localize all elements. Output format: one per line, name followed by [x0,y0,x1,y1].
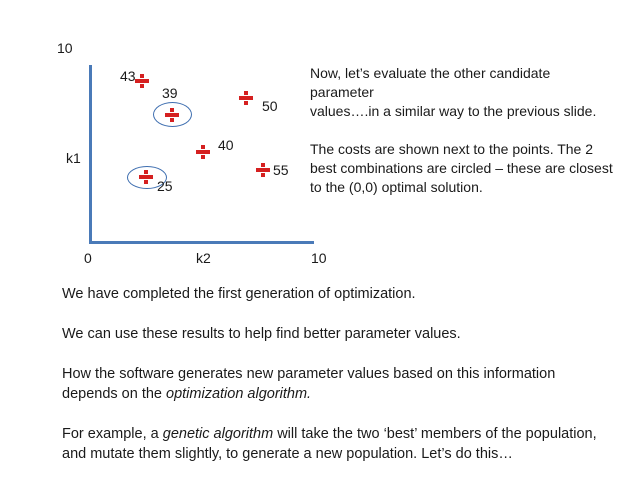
paragraph-example-line2: and mutate them slightly, to generate a … [62,446,513,462]
data-point-marker [139,170,153,184]
paragraph-example-line1: For example, a genetic algorithm will ta… [62,424,632,444]
emphasis-genetic-algorithm: genetic algorithm [162,426,274,442]
point-cost-label: 50 [262,98,278,114]
text-segment: For example, a [62,426,163,442]
text-segment: will take the two ‘best’ members of the … [273,426,597,442]
note-line: best combinations are circled – these ar… [310,160,613,176]
note-line: to the (0,0) optimal solution. [310,179,483,195]
point-cost-label: 40 [218,137,234,153]
x-axis-origin-label: 0 [84,250,92,266]
data-point-marker [165,108,179,122]
emphasis-optimization-algorithm: optimization algorithm. [166,386,312,402]
data-point-marker [239,91,253,105]
best-point-circle [127,166,167,189]
plot-explanation: Now, let’s evaluate the other candidate … [310,64,630,197]
point-cost-label: 43 [120,68,136,84]
note-line: Now, let’s evaluate the other candidate [310,65,551,81]
data-point-marker [256,163,270,177]
x-axis [89,241,314,244]
paragraph-generation-complete: We have completed the first generation o… [62,286,416,302]
note-line: parameter [310,84,374,100]
y-axis-max-label: 10 [57,40,73,56]
note-line: values….in a similar way to the previous… [310,103,597,119]
point-cost-label: 39 [162,85,178,101]
text-segment: depends on the [62,386,167,402]
paragraph-software-line1: How the software generates new parameter… [62,366,556,382]
y-axis-title: k1 [66,150,81,166]
point-cost-label: 25 [157,178,173,194]
x-axis-title: k2 [196,250,211,266]
paragraph-use-results: We can use these results to help find be… [62,326,461,342]
data-point-marker [196,145,210,159]
y-axis [89,65,92,244]
data-point-marker [135,74,149,88]
note-line: The costs are shown next to the points. … [310,141,594,157]
best-point-circle [153,102,192,127]
x-axis-max-label: 10 [311,250,327,266]
paragraph-software-line2: depends on the optimization algorithm. [62,384,632,404]
slide-body-text: We have completed the first generation o… [62,284,632,464]
point-cost-label: 55 [273,162,289,178]
